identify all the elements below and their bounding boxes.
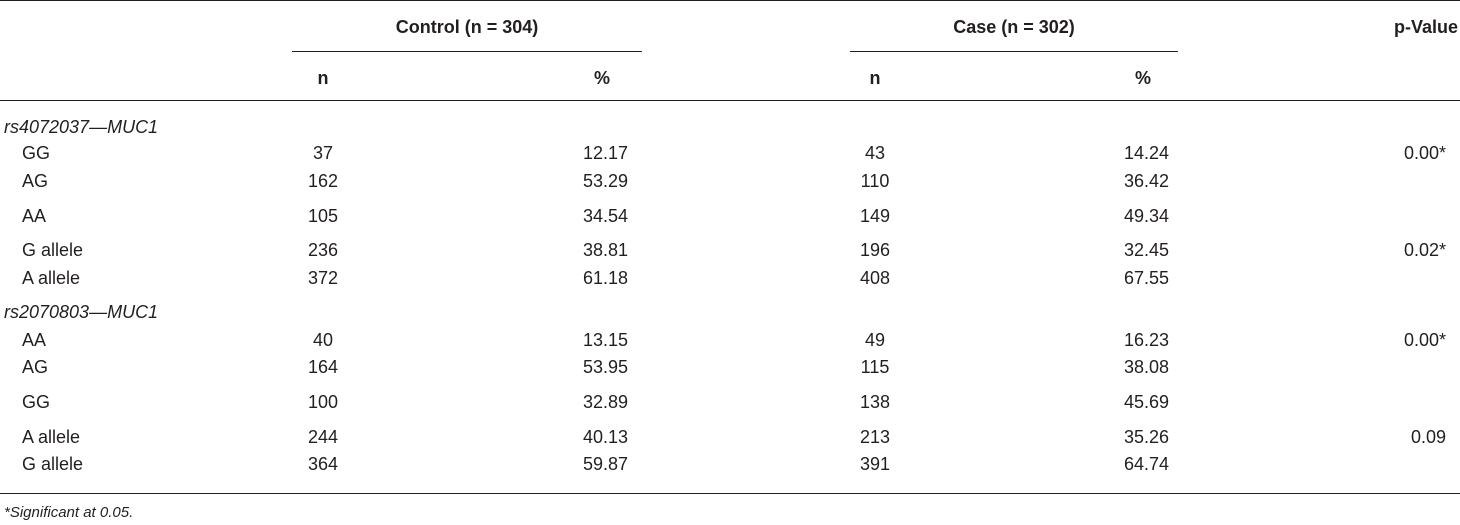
case-pct-cell: 67.55 [1123, 268, 1169, 288]
case-pct-cell: 49.34 [1123, 206, 1169, 226]
case-pct-cell: 64.74 [1123, 454, 1169, 474]
case-pct-cell: 45.69 [1123, 392, 1169, 412]
control-pct-cell: 32.89 [582, 392, 628, 412]
case-n-cell: 115 [860, 357, 890, 377]
control-n-cell: 236 [307, 240, 339, 260]
case-n-cell: 110 [860, 171, 890, 191]
footnote: *Significant at 0.05. [4, 504, 134, 521]
control-header: Control (n = 304) [395, 17, 539, 37]
row-label: GG [22, 392, 51, 412]
case-pct-cell: 38.08 [1123, 357, 1169, 377]
header-bottom-rule [0, 100, 1460, 101]
row-label: A allele [22, 427, 81, 447]
control-pct-cell: 34.54 [582, 206, 628, 226]
control-n-cell: 372 [307, 268, 339, 288]
control-pct-cell: 59.87 [582, 454, 628, 474]
case-n-cell: 213 [859, 427, 891, 447]
section-title: rs4072037—MUC1 [4, 117, 159, 137]
control-pct-cell: 40.13 [582, 427, 628, 447]
pvalue-cell: 0.02* [1403, 240, 1446, 260]
pvalue-cell: 0.09 [1410, 427, 1446, 447]
control-pct-cell: 53.29 [582, 171, 628, 191]
control-pct-cell: 61.18 [582, 268, 628, 288]
case-pct-cell: 14.24 [1123, 143, 1169, 163]
row-label: G allele [22, 240, 84, 260]
control-n-cell: 105 [307, 206, 339, 226]
control-pct-cell: 53.95 [582, 357, 628, 377]
case-n-cell: 391 [859, 454, 891, 474]
case-n-cell: 149 [859, 206, 891, 226]
control-pct-header: % [593, 68, 610, 88]
row-label: AG [22, 171, 49, 191]
case-pct-cell: 35.26 [1123, 427, 1169, 447]
case-n-cell: 43 [864, 143, 886, 163]
case-n-header: n [869, 68, 881, 88]
case-n-cell: 49 [864, 330, 886, 350]
case-underline [850, 51, 1178, 52]
top-rule [0, 0, 1460, 1]
pvalue-cell: 0.00* [1403, 143, 1446, 163]
pvalue-cell: 0.00* [1403, 330, 1446, 350]
control-n-cell: 364 [307, 454, 339, 474]
case-header: Case (n = 302) [953, 17, 1075, 37]
control-underline [292, 51, 642, 52]
row-label: AA [22, 330, 47, 350]
row-label: AA [22, 206, 47, 226]
control-pct-cell: 12.17 [582, 143, 628, 163]
case-pct-cell: 16.23 [1123, 330, 1169, 350]
case-n-cell: 138 [859, 392, 891, 412]
case-pct-cell: 32.45 [1123, 240, 1169, 260]
control-n-cell: 100 [307, 392, 339, 412]
section-title: rs2070803—MUC1 [4, 302, 159, 322]
case-n-cell: 196 [859, 240, 891, 260]
control-n-header: n [317, 68, 329, 88]
control-pct-cell: 38.81 [582, 240, 628, 260]
control-n-cell: 164 [307, 357, 339, 377]
case-pct-cell: 36.42 [1123, 171, 1169, 191]
control-n-cell: 37 [312, 143, 334, 163]
control-n-cell: 40 [312, 330, 334, 350]
row-label: G allele [22, 454, 84, 474]
row-label: GG [22, 143, 51, 163]
case-pct-header: % [1134, 68, 1151, 88]
row-label: AG [22, 357, 49, 377]
case-n-cell: 408 [859, 268, 891, 288]
row-label: A allele [22, 268, 81, 288]
bottom-rule [0, 493, 1460, 494]
control-pct-cell: 13.15 [582, 330, 628, 350]
control-n-cell: 244 [307, 427, 339, 447]
control-n-cell: 162 [307, 171, 339, 191]
pvalue-header: p-Value [1393, 17, 1458, 37]
